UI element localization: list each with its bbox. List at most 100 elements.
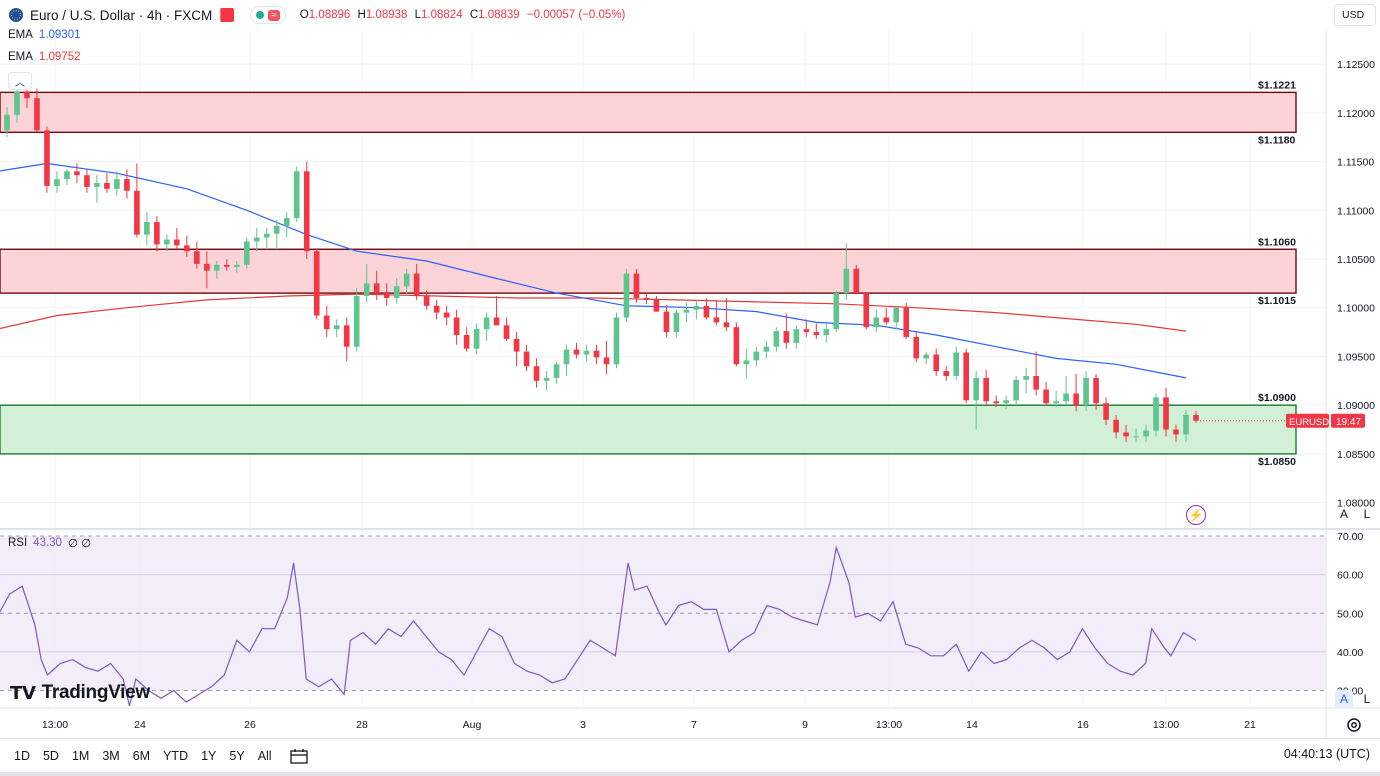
price-tick-label: 1.10500	[1337, 254, 1375, 266]
candle-body	[753, 351, 760, 361]
log-scale-button[interactable]: L	[1358, 505, 1376, 523]
candle-body	[953, 352, 959, 376]
candle	[943, 366, 950, 381]
timeframe-5y[interactable]: 5Y	[229, 748, 245, 763]
timeframe-1y[interactable]: 1Y	[201, 748, 217, 763]
symbol-title[interactable]: Euro / U.S. Dollar · 4h · FXCM	[30, 7, 213, 23]
candle	[174, 227, 180, 250]
candle-body	[253, 237, 260, 242]
candle-body	[853, 268, 860, 294]
candle-body	[593, 350, 600, 358]
time-tick-label: 9	[802, 719, 808, 731]
rsi-legend[interactable]: RSI 43.30 ∅ ∅	[8, 536, 91, 550]
calendar-icon[interactable]	[289, 748, 308, 764]
settings-gear-icon[interactable]	[1344, 715, 1364, 735]
bottom-toolbar: 1D 5D 1M 3M 6M YTD 1Y 5Y All	[0, 738, 1380, 772]
ema-fast-line	[0, 162, 1187, 379]
candle	[1193, 411, 1199, 423]
candle	[643, 292, 650, 304]
candle-body	[313, 251, 320, 316]
time-tick-label: 26	[244, 719, 256, 731]
zone-1	[0, 91, 1297, 134]
candle-body	[283, 218, 290, 226]
candle-body	[503, 325, 510, 339]
ema-fast-legend[interactable]: EMA 1.09301	[8, 29, 81, 41]
candle	[164, 234, 170, 252]
lightning-icon[interactable]: ⚡	[1186, 505, 1206, 525]
candle	[853, 264, 860, 294]
candle-body	[1193, 414, 1199, 421]
timeframe-list: 1D 5D 1M 3M 6M YTD 1Y 5Y All	[0, 749, 272, 763]
collapse-legend-button[interactable]: ︿	[8, 72, 32, 90]
chart-canvas[interactable]: $1.1221 $1.1180 $1.1060 $1.1015 $1.0900 $1.08…	[0, 0, 1380, 740]
auto-scale-button[interactable]: A	[1335, 505, 1353, 523]
candle	[613, 312, 620, 369]
candle-body	[783, 331, 790, 343]
candle	[753, 346, 760, 367]
candle-body	[623, 273, 630, 318]
timeframe-all[interactable]: All	[257, 748, 272, 763]
currency-button[interactable]: USD	[1334, 4, 1376, 26]
candle	[833, 290, 840, 333]
candle-body	[1103, 403, 1109, 420]
candle-body	[723, 322, 730, 328]
rsi-auto-scale-button[interactable]: A	[1335, 690, 1353, 708]
candle	[4, 106, 10, 138]
rsi-line	[0, 545, 1197, 707]
tv-logo-icon: 𝗧𝗩	[10, 682, 36, 703]
zone-bottom-label: $1.1180	[1258, 134, 1296, 146]
utc-clock[interactable]: 04:40:13 (UTC)	[1283, 747, 1370, 761]
candle-body	[543, 377, 550, 381]
rsi-extra: ∅ ∅	[67, 538, 92, 550]
tradingview-logo[interactable]: 𝗧𝗩 TradingView	[10, 682, 150, 704]
log-scale-label: L	[1363, 507, 1371, 521]
candle-body	[713, 317, 720, 323]
candle-body	[973, 377, 979, 401]
candle	[663, 304, 670, 337]
candle	[1123, 424, 1129, 443]
zone-top-label: $1.1060	[1258, 236, 1296, 248]
rsi-log-scale-button[interactable]: L	[1358, 690, 1376, 708]
ema-slow-legend[interactable]: EMA 1.09752	[8, 51, 81, 63]
market-status-icon[interactable]	[220, 8, 235, 22]
candle	[94, 175, 100, 203]
candle-body	[114, 179, 120, 189]
countdown-tag	[1331, 413, 1365, 428]
indicator-toggle[interactable]: ≈	[250, 6, 286, 24]
candle-body	[673, 312, 680, 333]
timeframe-1m[interactable]: 1M	[71, 748, 90, 763]
rsi-band	[0, 536, 1326, 691]
candle-body	[913, 336, 920, 359]
brand-name: TradingView	[41, 682, 151, 703]
candle	[733, 322, 740, 367]
candle	[673, 309, 680, 337]
timeframe-ytd[interactable]: YTD	[163, 748, 189, 763]
timeframe-1d[interactable]: 1D	[14, 748, 30, 763]
candle-body	[144, 221, 150, 235]
candle-body	[343, 325, 350, 347]
candle	[1183, 410, 1189, 443]
candle-body	[164, 239, 170, 245]
timeframe-5d[interactable]: 5D	[42, 748, 59, 763]
candle-body	[893, 307, 900, 323]
candle-body	[1083, 377, 1089, 406]
candle-body	[1023, 375, 1029, 380]
candle-body	[14, 91, 20, 115]
rsi-tick-label: 60.00	[1337, 570, 1363, 582]
candle	[623, 268, 630, 323]
price-tick-label: 1.09000	[1337, 400, 1375, 412]
candle-body	[64, 171, 70, 180]
candle-body	[84, 175, 90, 187]
candle-body	[34, 98, 40, 131]
candle-body	[44, 130, 50, 186]
candle	[923, 351, 930, 365]
candle-body	[863, 293, 870, 328]
candle	[773, 327, 780, 352]
candle	[1063, 375, 1069, 406]
timeframe-3m[interactable]: 3M	[102, 748, 120, 763]
timeframe-6m[interactable]: 6M	[132, 748, 151, 763]
candle-body	[224, 264, 230, 267]
candle-body	[1093, 377, 1099, 404]
zone-2	[0, 248, 1297, 294]
candles	[4, 81, 1199, 443]
